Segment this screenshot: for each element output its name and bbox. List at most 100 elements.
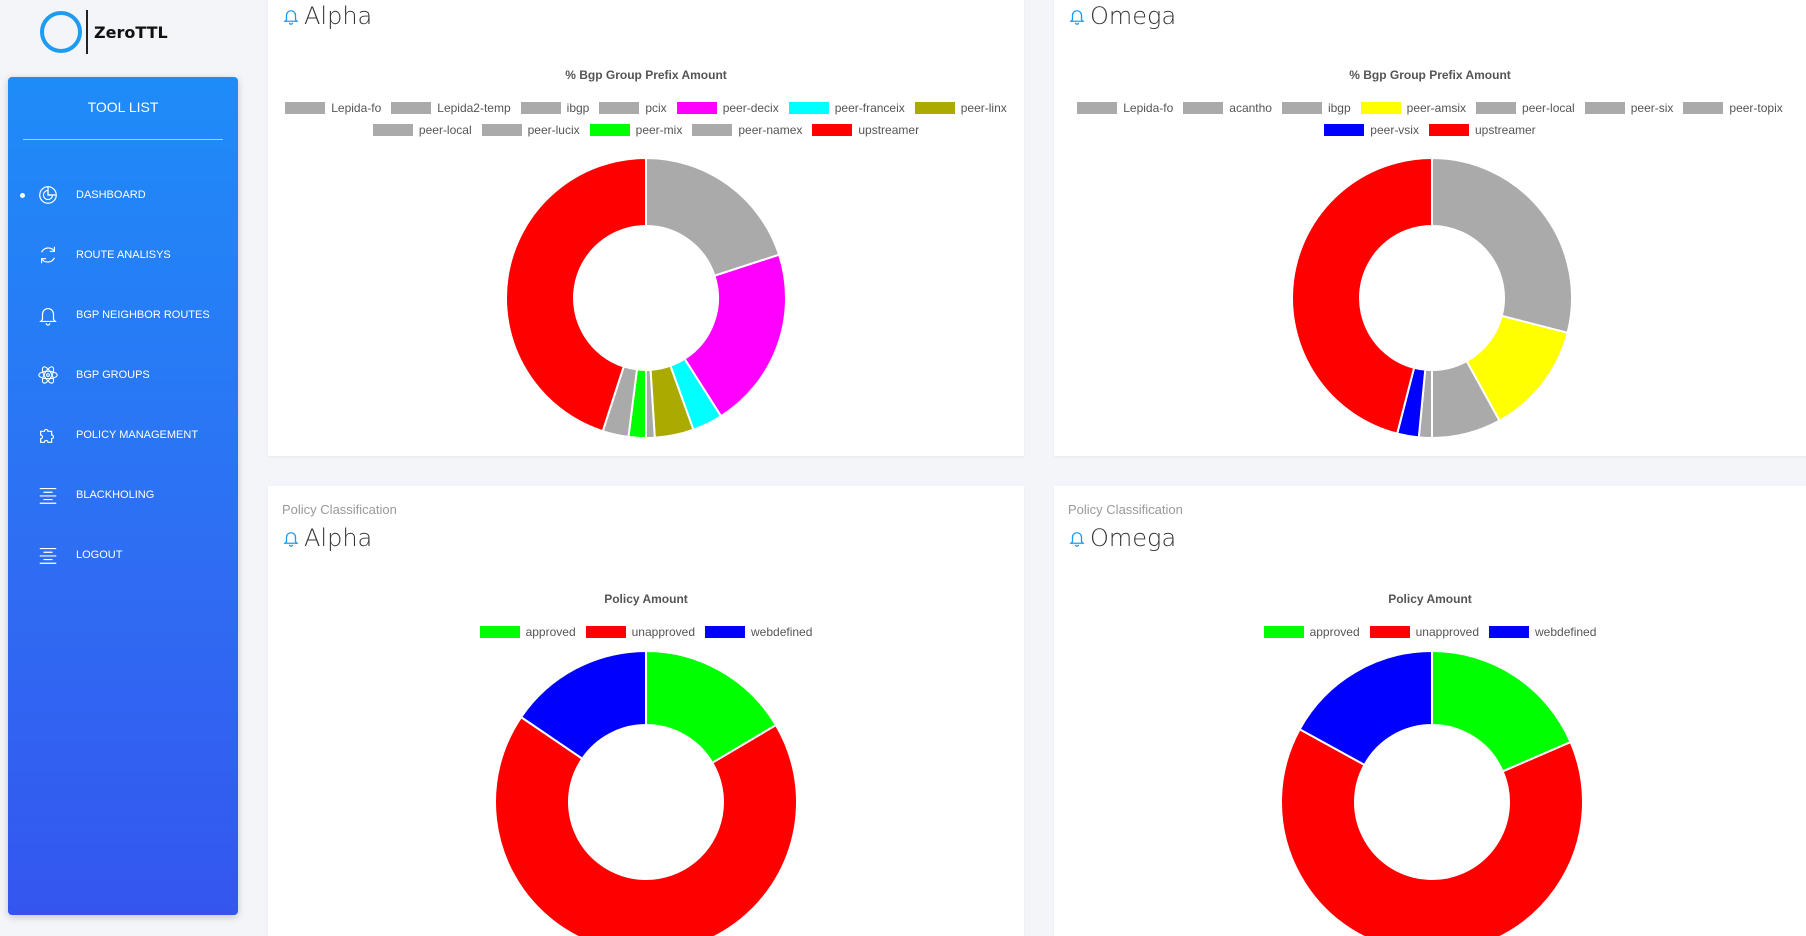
legend-label: peer-namex bbox=[738, 123, 803, 137]
legend-label: peer-vsix bbox=[1370, 123, 1419, 137]
legend-item-peer-vsix[interactable]: peer-vsix bbox=[1324, 123, 1419, 137]
logo-ring-icon bbox=[40, 11, 82, 53]
legend-item-peer-mix[interactable]: peer-mix bbox=[589, 123, 683, 137]
legend-swatch bbox=[692, 124, 733, 136]
slice-webdefined[interactable] bbox=[1298, 649, 1433, 767]
legend-item-upstreamer[interactable]: upstreamer bbox=[1428, 123, 1536, 137]
legend-row: peer-vsix upstreamer bbox=[1054, 119, 1806, 141]
legend-item-unapproved[interactable]: unapproved bbox=[585, 625, 695, 639]
legend-item-ibgp[interactable]: ibgp bbox=[520, 101, 590, 115]
legend-label: peer-local bbox=[1522, 101, 1575, 115]
legend-item-upstreamer[interactable]: upstreamer bbox=[812, 123, 919, 137]
legend-label: webdefined bbox=[1535, 625, 1597, 639]
logo[interactable]: ZeroTTL bbox=[40, 10, 168, 54]
sidebar: TOOL LIST DASHBOARD ROUTE ANALISYS BGP N… bbox=[8, 77, 238, 915]
sidebar-divider bbox=[23, 139, 223, 140]
chart-legend: Lepida-fo Lepida2-temp ibgp pcix peer-decix p… bbox=[268, 97, 1024, 141]
sidebar-item-route-analisys[interactable]: ROUTE ANALISYS bbox=[8, 225, 238, 285]
slice-unapproved[interactable] bbox=[1280, 727, 1584, 936]
legend-label: webdefined bbox=[751, 625, 813, 639]
sidebar-item-label: DASHBOARD bbox=[76, 189, 146, 201]
legend-item-approved[interactable]: approved bbox=[1263, 625, 1360, 639]
atom-icon bbox=[37, 364, 59, 386]
legend-item-unapproved[interactable]: unapproved bbox=[1369, 625, 1479, 639]
slice-webdefined[interactable] bbox=[519, 649, 647, 761]
slice-upstreamer[interactable] bbox=[505, 156, 647, 433]
sidebar-item-label: POLICY MANAGEMENT bbox=[76, 429, 199, 441]
logo-divider bbox=[86, 10, 88, 54]
legend-label: peer-mix bbox=[635, 123, 683, 137]
card-subtitle: Policy Classification bbox=[282, 502, 397, 517]
sidebar-item-bgp-groups[interactable]: BGP GROUPS bbox=[8, 345, 238, 405]
legend-swatch bbox=[599, 102, 640, 114]
sidebar-item-label: LOGOUT bbox=[76, 549, 123, 561]
sidebar-item-blackholing[interactable]: BLACKHOLING bbox=[8, 465, 238, 525]
legend-label: ibgp bbox=[566, 101, 590, 115]
legend-item-peer-franceix[interactable]: peer-franceix bbox=[788, 101, 905, 115]
legend-swatch bbox=[391, 102, 432, 114]
legend-label: peer-six bbox=[1630, 101, 1674, 115]
chart-legend: approved unapproved webdefined bbox=[268, 621, 1024, 643]
donut-chart bbox=[494, 649, 798, 936]
legend-label: upstreamer bbox=[858, 123, 920, 137]
card-alpha-prefix: Alpha % Bgp Group Prefix Amount Lepida-f… bbox=[268, 0, 1024, 456]
legend-item-peer-amsix[interactable]: peer-amsix bbox=[1360, 101, 1467, 115]
sidebar-item-logout[interactable]: LOGOUT bbox=[8, 525, 238, 585]
card-title: Alpha bbox=[282, 2, 372, 30]
legend-swatch bbox=[914, 102, 955, 114]
legend-item-peer-local[interactable]: peer-local bbox=[372, 123, 472, 137]
donut-chart bbox=[1280, 649, 1584, 936]
legend-label: peer-amsix bbox=[1406, 101, 1467, 115]
slice-lepida-fo[interactable] bbox=[645, 156, 781, 278]
card-title: Omega bbox=[1068, 524, 1176, 552]
legend-item-ibgp[interactable]: ibgp bbox=[1281, 101, 1351, 115]
legend-swatch bbox=[705, 626, 746, 638]
legend-item-peer-linx[interactable]: peer-linx bbox=[914, 101, 1007, 115]
slice-upstreamer[interactable] bbox=[1291, 156, 1433, 435]
card-omega-policy: Policy Classification Omega Policy Amoun… bbox=[1054, 486, 1806, 936]
slice-approved[interactable] bbox=[1431, 649, 1572, 773]
sidebar-item-bgp-neighbor-routes[interactable]: BGP NEIGHBOR ROUTES bbox=[8, 285, 238, 345]
legend-swatch bbox=[1683, 102, 1724, 114]
legend-item-webdefined[interactable]: webdefined bbox=[705, 625, 812, 639]
legend-item-acantho[interactable]: acantho bbox=[1183, 101, 1272, 115]
slice-approved[interactable] bbox=[645, 649, 778, 765]
legend-swatch bbox=[1077, 102, 1118, 114]
card-title-text: Alpha bbox=[304, 524, 373, 552]
sidebar-item-policy-management[interactable]: POLICY MANAGEMENT bbox=[8, 405, 238, 465]
card-title-text: Omega bbox=[1090, 2, 1177, 30]
legend-label: peer-lucix bbox=[527, 123, 580, 137]
legend-item-lepida-fo[interactable]: Lepida-fo bbox=[1077, 101, 1173, 115]
legend-item-lepida-fo[interactable]: Lepida-fo bbox=[285, 101, 381, 115]
legend-item-peer-local[interactable]: peer-local bbox=[1476, 101, 1575, 115]
legend-item-webdefined[interactable]: webdefined bbox=[1489, 625, 1596, 639]
card-title: Alpha bbox=[282, 524, 372, 552]
legend-item-pcix[interactable]: pcix bbox=[599, 101, 667, 115]
chart-title: % Bgp Group Prefix Amount bbox=[1349, 68, 1511, 82]
legend-swatch bbox=[1324, 124, 1365, 136]
sidebar-nav: DASHBOARD ROUTE ANALISYS BGP NEIGHBOR RO… bbox=[8, 165, 238, 585]
legend-item-peer-lucix[interactable]: peer-lucix bbox=[481, 123, 580, 137]
legend-label: pcix bbox=[645, 101, 667, 115]
logo-text: ZeroTTL bbox=[94, 22, 168, 42]
slice-lepida-fo[interactable] bbox=[1431, 156, 1573, 335]
legend-swatch bbox=[589, 124, 630, 136]
slice-peer-decix[interactable] bbox=[683, 253, 787, 418]
legend-swatch bbox=[285, 102, 326, 114]
legend-swatch bbox=[788, 102, 829, 114]
legend-label: Lepida2-temp bbox=[437, 101, 511, 115]
sidebar-item-dashboard[interactable]: DASHBOARD bbox=[8, 165, 238, 225]
legend-item-approved[interactable]: approved bbox=[479, 625, 576, 639]
legend-item-lepida2-temp[interactable]: Lepida2-temp bbox=[391, 101, 511, 115]
chart-title: Policy Amount bbox=[1388, 592, 1472, 606]
legend-swatch bbox=[372, 124, 413, 136]
legend-item-peer-six[interactable]: peer-six bbox=[1584, 101, 1674, 115]
legend-item-peer-decix[interactable]: peer-decix bbox=[676, 101, 779, 115]
legend-label: peer-linx bbox=[960, 101, 1007, 115]
legend-item-peer-topix[interactable]: peer-topix bbox=[1683, 101, 1783, 115]
slice-unapproved[interactable] bbox=[494, 715, 798, 936]
align-center-icon bbox=[37, 544, 59, 566]
legend-item-peer-namex[interactable]: peer-namex bbox=[692, 123, 802, 137]
bell-icon bbox=[37, 304, 59, 326]
legend-row: Lepida-fo Lepida2-temp ibgp pcix peer-decix p… bbox=[268, 97, 1024, 119]
